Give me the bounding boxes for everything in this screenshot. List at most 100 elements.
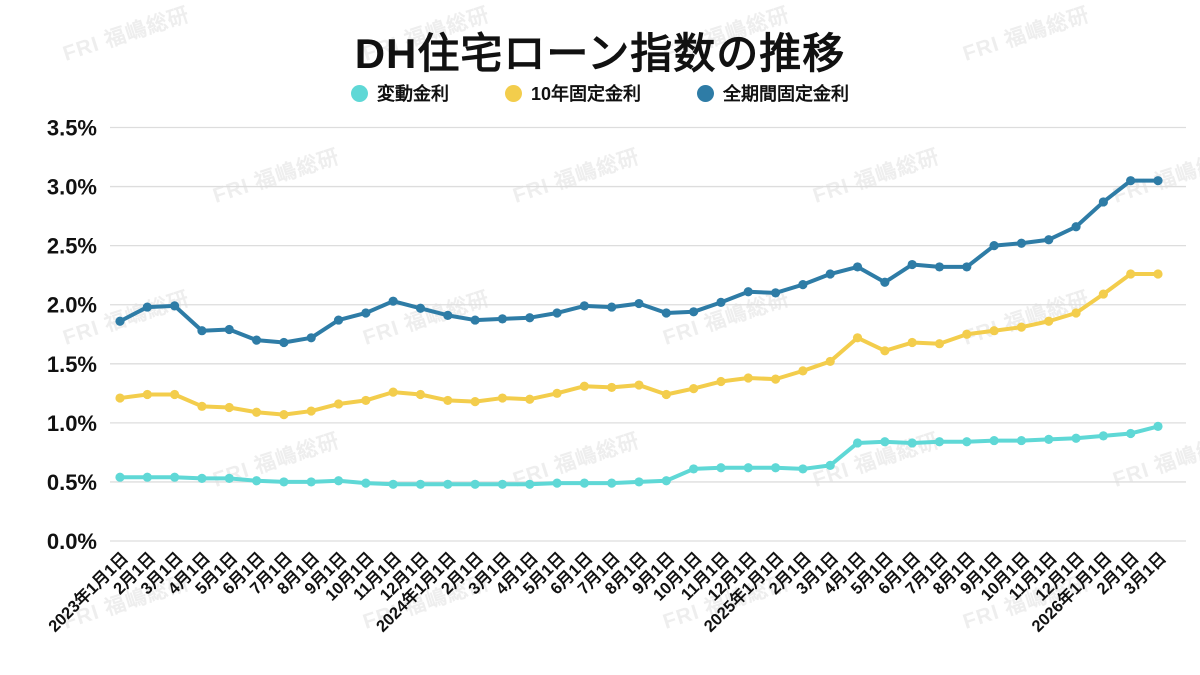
data-point: [333, 476, 344, 486]
data-point: [197, 401, 207, 411]
data-point: [497, 393, 508, 403]
data-point: [224, 402, 234, 413]
data-point: [770, 374, 781, 384]
data-point: [142, 472, 152, 482]
legend-item: 全期間固定金利: [697, 80, 849, 106]
series-line: [118, 272, 1160, 417]
data-point: [552, 478, 562, 488]
data-point: [1016, 322, 1027, 332]
data-point: [1098, 431, 1108, 441]
legend-label: 全期間固定金利: [723, 84, 850, 104]
data-point: [962, 329, 972, 339]
data-point: [689, 464, 699, 474]
data-point: [1126, 269, 1136, 279]
y-axis-label: 3.0%: [47, 175, 97, 200]
y-axis-label: 0.0%: [47, 529, 97, 554]
data-point: [170, 389, 180, 400]
data-point: [1044, 235, 1054, 245]
data-point: [470, 479, 480, 489]
data-point: [1044, 316, 1054, 326]
data-point: [251, 407, 262, 417]
data-point: [798, 280, 808, 290]
data-point: [798, 464, 808, 474]
data-point: [443, 395, 453, 406]
data-point: [115, 472, 125, 482]
data-point: [142, 389, 152, 400]
data-point: [1098, 289, 1108, 299]
data-point: [361, 478, 371, 488]
data-point: [251, 476, 262, 486]
data-point: [1098, 197, 1108, 207]
data-point: [224, 324, 234, 335]
legend-dot-icon: [350, 84, 368, 102]
chart-title: DH住宅ローン指数の推移: [354, 30, 846, 77]
data-point: [907, 259, 917, 270]
y-axis-label: 2.0%: [47, 293, 97, 318]
y-axis-label: 1.5%: [47, 352, 97, 377]
data-point: [415, 303, 426, 313]
data-point: [1153, 269, 1163, 279]
data-point: [716, 297, 726, 307]
data-point: [689, 307, 699, 317]
data-point: [607, 382, 617, 393]
data-point: [1153, 421, 1163, 432]
data-point: [634, 298, 644, 309]
data-point: [579, 301, 589, 311]
data-point: [934, 437, 945, 447]
data-point: [525, 394, 535, 404]
data-point: [1153, 176, 1163, 186]
data-point: [306, 477, 316, 487]
data-point: [634, 380, 644, 390]
data-point: [770, 288, 781, 298]
data-point: [1126, 176, 1136, 186]
data-point: [852, 438, 863, 448]
data-point: [552, 308, 562, 318]
data-point: [1071, 308, 1081, 318]
data-point: [279, 409, 289, 420]
data-point: [497, 314, 508, 324]
data-point: [333, 315, 344, 325]
data-point: [880, 346, 890, 356]
data-point: [770, 463, 781, 473]
legend-dot-icon: [697, 84, 715, 102]
data-point: [880, 277, 890, 287]
legend-label: 10年固定金利: [530, 84, 642, 104]
data-point: [689, 383, 699, 394]
data-point: [634, 477, 644, 487]
data-point: [661, 308, 671, 318]
data-point: [934, 339, 945, 349]
legend: 変動金利 10年固定金利 全期間固定金利: [0, 80, 1200, 106]
data-point: [1126, 428, 1136, 439]
series-line: [118, 178, 1160, 345]
data-point: [1044, 434, 1054, 444]
data-point: [579, 381, 589, 391]
data-point: [497, 479, 508, 489]
data-point: [415, 479, 426, 489]
data-point: [934, 262, 945, 272]
data-point: [361, 308, 371, 318]
data-point: [197, 473, 207, 483]
data-point: [907, 337, 917, 348]
data-point: [470, 315, 480, 325]
data-point: [825, 356, 835, 367]
data-point: [388, 296, 398, 306]
legend-dot-icon: [504, 84, 522, 102]
y-axis-label: 1.0%: [47, 411, 97, 436]
data-point: [962, 437, 972, 447]
data-point: [716, 376, 726, 387]
data-point: [716, 463, 726, 473]
data-point: [470, 396, 480, 407]
y-axis-label: 3.5%: [47, 116, 97, 141]
data-point: [306, 333, 316, 343]
data-point: [115, 316, 125, 326]
data-point: [852, 262, 863, 272]
data-point: [962, 262, 972, 272]
data-point: [170, 472, 180, 482]
data-point: [989, 241, 999, 251]
data-point: [388, 479, 398, 489]
data-point: [989, 326, 999, 336]
data-point: [115, 393, 125, 403]
data-point: [1016, 238, 1027, 248]
data-point: [251, 335, 262, 345]
data-point: [880, 437, 890, 447]
